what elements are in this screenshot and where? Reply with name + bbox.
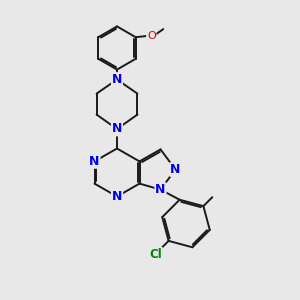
Text: Cl: Cl	[149, 248, 162, 260]
Text: O: O	[147, 31, 156, 41]
Text: N: N	[112, 73, 122, 86]
Text: N: N	[155, 183, 166, 196]
Text: N: N	[89, 155, 100, 168]
Text: N: N	[112, 122, 122, 136]
Text: N: N	[112, 190, 122, 203]
Text: N: N	[170, 163, 181, 176]
